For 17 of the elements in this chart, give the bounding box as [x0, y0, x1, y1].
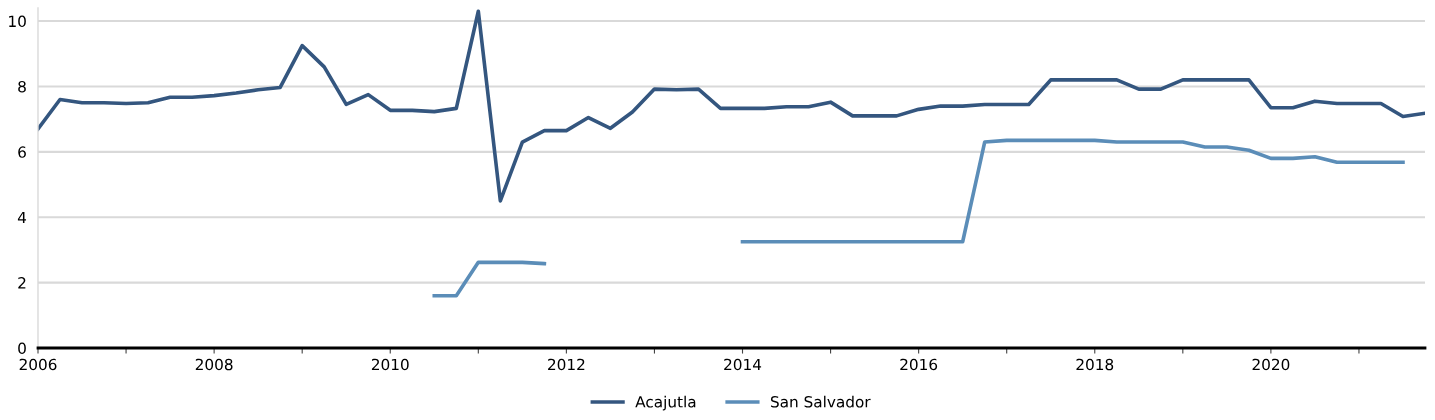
y-tick-label: 0: [18, 342, 26, 355]
y-tick-label: 4: [17, 211, 27, 224]
x-tick-label: 2020: [1252, 358, 1290, 371]
x-tick-label: 2016: [900, 358, 938, 371]
y-tick-label: 8: [18, 80, 26, 93]
x-tick-label: 2008: [195, 358, 233, 371]
x-tick-label: 2006: [19, 358, 57, 371]
y-tick-label: 10: [9, 15, 26, 28]
y-tick-label: 2: [18, 277, 26, 289]
x-tick-label: 2010: [371, 358, 409, 371]
x-tick-label: 2014: [724, 358, 762, 371]
x-tick-label: 2018: [1076, 358, 1114, 371]
line-series: [38, 9, 1425, 203]
legend-label: San Salvador: [770, 395, 871, 408]
y-tick-label: 6: [18, 146, 26, 158]
x-tick-label: 2012: [548, 358, 585, 371]
legend-label: Acajutla: [635, 395, 696, 411]
